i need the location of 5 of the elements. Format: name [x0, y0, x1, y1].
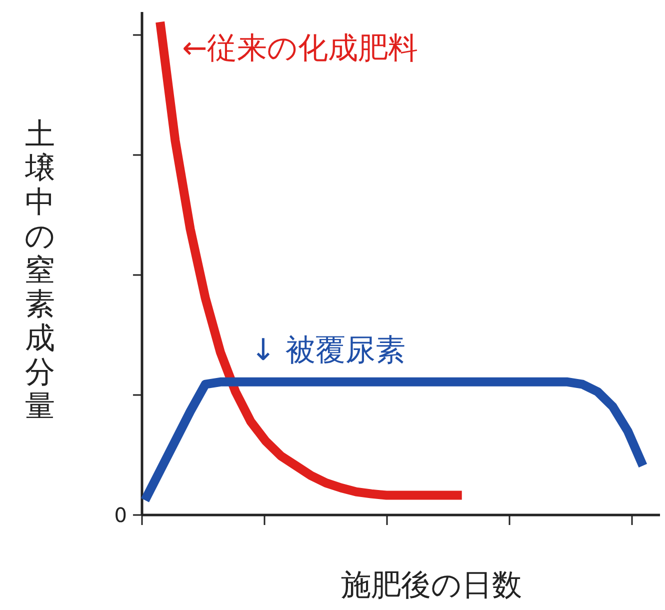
x-axis-title: 施肥後の日数: [341, 568, 522, 603]
text: 0: [114, 503, 127, 527]
text: 土壌中の窒素成分量: [24, 117, 56, 424]
series-label: ↓ 被覆尿素: [250, 332, 406, 368]
series-label: ←従来の化成肥料: [182, 31, 418, 66]
